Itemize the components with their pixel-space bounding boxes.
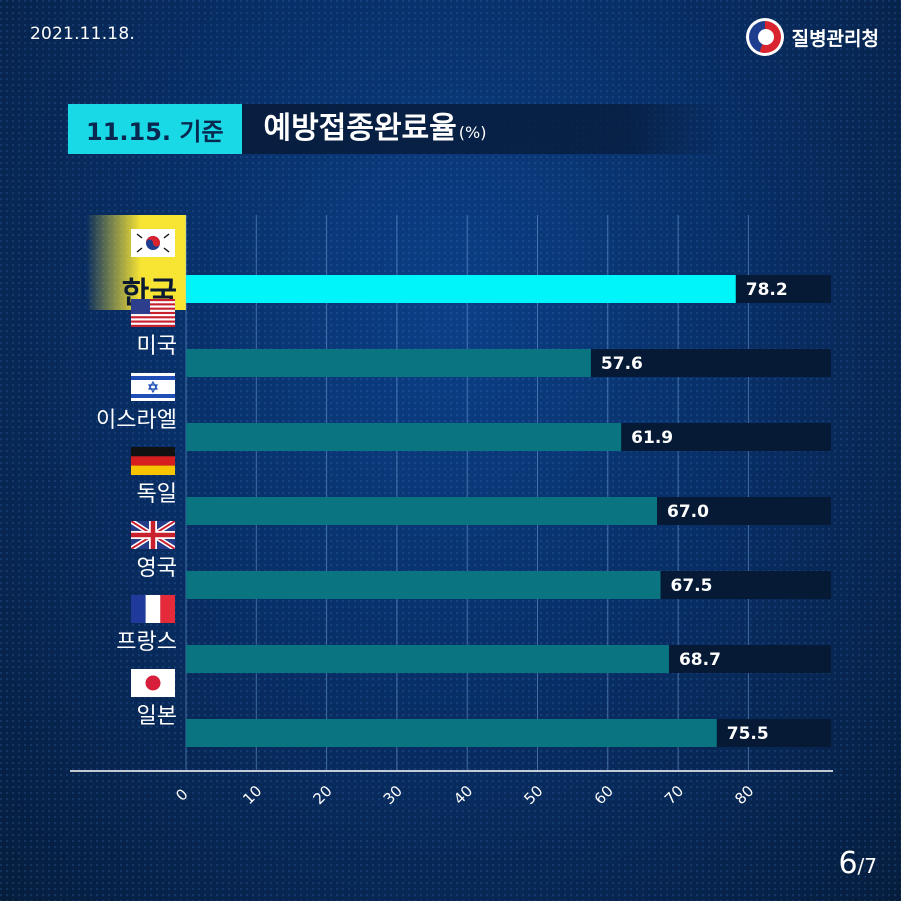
x-tick-label-10: 10 (239, 782, 265, 808)
country-label-5: 프랑스 (116, 630, 177, 655)
bar-0 (186, 275, 736, 303)
org-logo: 질병관리청 (745, 18, 879, 56)
germany-flag-icon (131, 447, 175, 475)
israel-flag-icon (131, 373, 175, 401)
x-tick-label-30: 30 (380, 782, 406, 808)
country-label-4: 영국 (136, 556, 177, 581)
country-label-3: 독일 (136, 482, 177, 507)
bar-4 (186, 571, 661, 599)
date-label: 2021.11.18. (30, 24, 135, 44)
value-label-0: 78.2 (746, 280, 788, 300)
value-label-1: 57.6 (601, 354, 643, 374)
x-tick-label-40: 40 (450, 782, 476, 808)
x-tick-label-0: 0 (172, 785, 191, 804)
x-tick-label-20: 20 (309, 782, 335, 808)
bar-3 (186, 497, 658, 525)
chart-title-bar: 11.15. 기준 예방접종완료율 (%) (68, 104, 724, 154)
value-label-3: 67.0 (667, 502, 709, 522)
chart-title-text: 예방접종완료율 (263, 111, 457, 146)
page-indicator: 6/7 (838, 846, 877, 881)
country-label-1: 미국 (136, 334, 177, 359)
kdca-logo-icon (745, 18, 784, 56)
page-current: 6 (838, 846, 858, 881)
x-tick-label-60: 60 (591, 782, 617, 808)
date-basis-tag: 11.15. 기준 (68, 104, 242, 154)
org-name: 질병관리청 (791, 27, 879, 50)
bar-2 (186, 423, 622, 451)
value-label-2: 61.9 (631, 428, 673, 448)
usa-flag-icon (131, 299, 175, 327)
value-label-6: 75.5 (727, 724, 769, 744)
chart-title-unit: (%) (458, 123, 487, 142)
france-flag-icon (131, 595, 175, 623)
value-label-4: 67.5 (671, 576, 713, 596)
chart-title: 예방접종완료율 (%) (241, 104, 724, 154)
uk-flag-icon (131, 521, 175, 549)
bar-5 (186, 645, 669, 673)
country-label-6: 일본 (136, 704, 177, 729)
x-tick-label-80: 80 (731, 782, 757, 808)
bar-6 (186, 719, 717, 747)
japan-flag-icon (131, 669, 175, 697)
value-label-5: 68.7 (679, 650, 721, 670)
bar-1 (186, 349, 591, 377)
page-total: /7 (857, 854, 877, 878)
korea-flag-icon (131, 229, 175, 261)
x-tick-label-50: 50 (520, 782, 546, 808)
x-tick-label-70: 70 (661, 782, 687, 808)
country-label-2: 이스라엘 (96, 408, 177, 433)
